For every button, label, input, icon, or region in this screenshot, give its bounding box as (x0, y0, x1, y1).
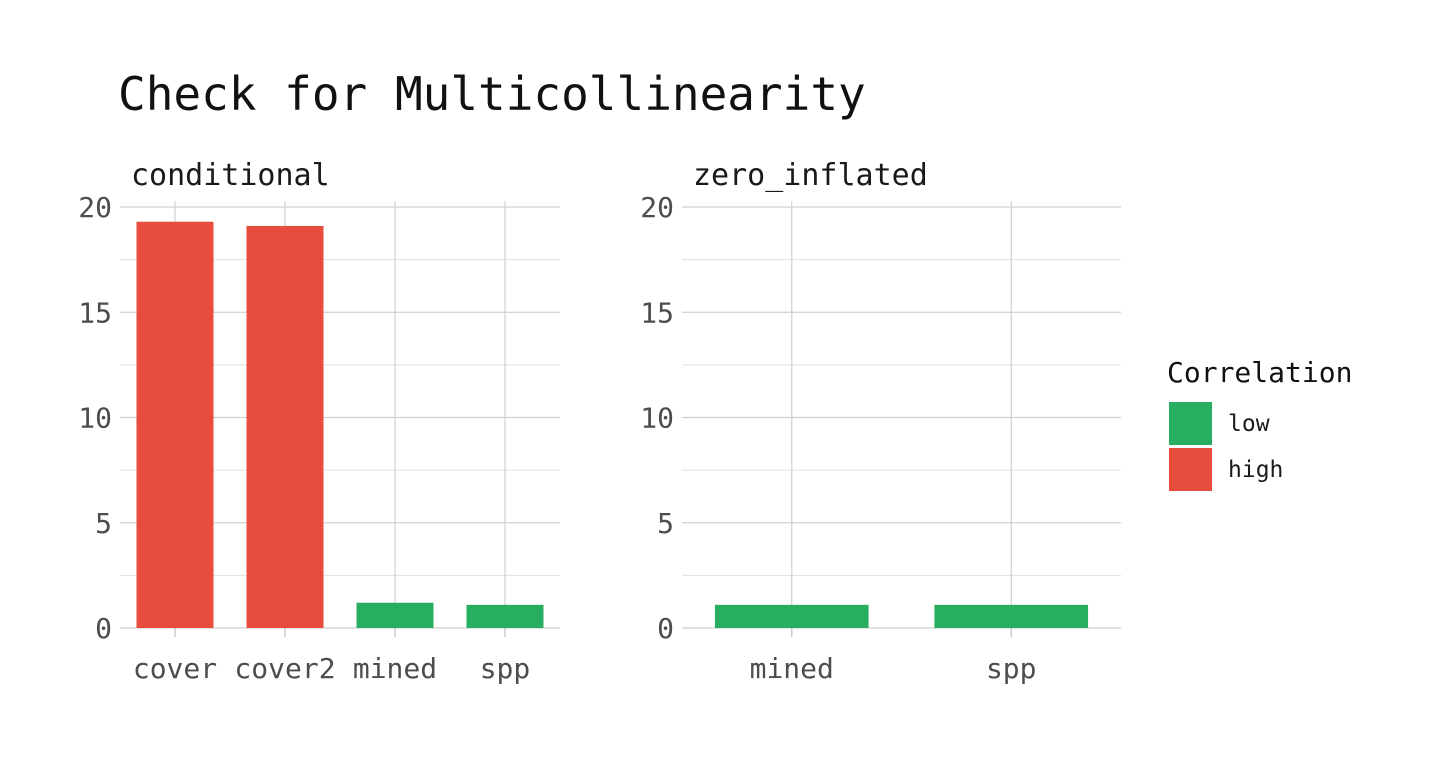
chart-title: Check for Multicollinearity (118, 67, 866, 121)
legend-swatch-low (1169, 402, 1212, 445)
x-tick-label-conditional-cover: cover (133, 652, 217, 685)
x-tick-label-zero-inflated-spp: spp (986, 652, 1037, 685)
x-tick-label-conditional-spp: spp (480, 652, 531, 685)
facet-title-zero-inflated: zero_inflated (693, 158, 928, 193)
y-tick-label: 5 (657, 507, 674, 540)
bar-conditional-cover (136, 221, 214, 629)
facet-panel-conditional: conditional 0 5 10 15 20 cover cover2 mined spp (78, 158, 560, 685)
facet-panel-zero-inflated: zero_inflated 0 5 10 15 20 mined spp (640, 158, 1121, 685)
y-tick-label: 15 (78, 296, 112, 329)
y-tick-label: 20 (640, 191, 674, 224)
bar-conditional-mined (356, 602, 434, 628)
y-tick-label: 20 (78, 191, 112, 224)
bar-zero-inflated-mined (714, 604, 869, 628)
y-tick-label: 0 (657, 612, 674, 645)
y-tick-label: 15 (640, 296, 674, 329)
x-tick-label-conditional-mined: mined (353, 652, 437, 685)
y-tick-label: 10 (640, 402, 674, 435)
y-tick-label: 10 (78, 402, 112, 435)
x-tick-label-conditional-cover2: cover2 (234, 652, 335, 685)
legend-label-low: low (1228, 411, 1270, 437)
y-tick-label: 5 (95, 507, 112, 540)
y-tick-label: 0 (95, 612, 112, 645)
facet-title-conditional: conditional (131, 158, 330, 193)
legend: Correlation low high (1167, 356, 1352, 491)
bar-conditional-cover2 (246, 225, 324, 628)
bar-zero-inflated-spp (934, 604, 1089, 628)
legend-swatch-high (1169, 448, 1212, 491)
legend-title: Correlation (1167, 356, 1352, 389)
bar-conditional-spp (466, 604, 544, 628)
x-tick-label-zero-inflated-mined: mined (750, 652, 834, 685)
legend-label-high: high (1228, 457, 1283, 483)
